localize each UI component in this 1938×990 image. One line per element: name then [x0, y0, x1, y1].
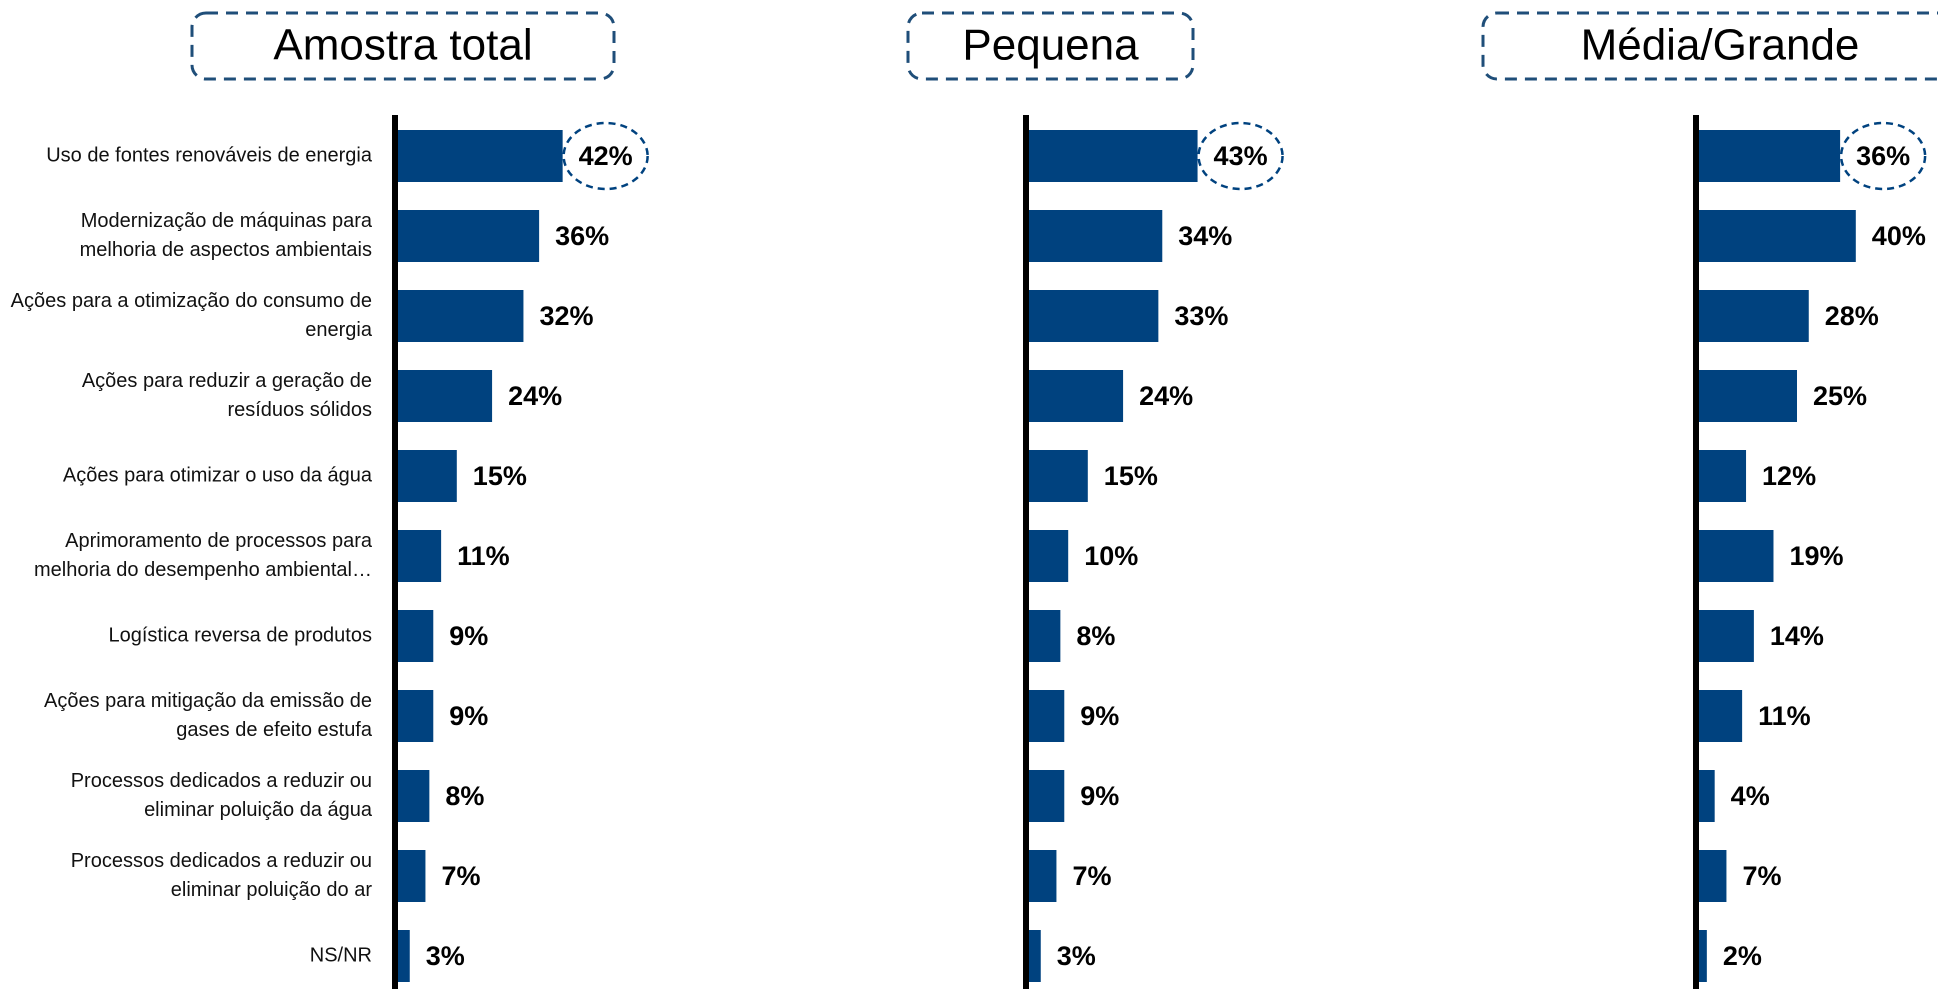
bar: [398, 850, 426, 902]
bar: [1029, 290, 1159, 342]
bar: [398, 290, 524, 342]
bar: [398, 370, 493, 422]
value-label: 25%: [1813, 381, 1867, 411]
value-label: 11%: [1758, 701, 1811, 731]
category-label: Modernização de máquinas para melhoria d…: [79, 210, 372, 261]
bar: [1029, 690, 1065, 742]
bar: [1029, 370, 1124, 422]
value-label: 7%: [1072, 861, 1111, 891]
value-label: 15%: [1104, 461, 1158, 491]
value-label: 24%: [508, 381, 562, 411]
bar: [398, 610, 434, 662]
category-label: Processos dedicados a reduzir ou elimina…: [70, 850, 372, 901]
bar: [398, 130, 563, 182]
value-label: 40%: [1872, 221, 1926, 251]
bar: [398, 450, 457, 502]
value-label: 10%: [1084, 541, 1138, 571]
value-label: 32%: [539, 301, 593, 331]
value-label: 24%: [1139, 381, 1193, 411]
title-box: [906, 11, 1195, 81]
bar: [398, 530, 442, 582]
category-label: Ações para a otimização do consumo de en…: [10, 290, 372, 341]
value-label: 7%: [1742, 861, 1781, 891]
bar: [1029, 610, 1061, 662]
panel-title: Amostra total: [273, 21, 532, 70]
category-label: Ações para mitigação da emissão de gases…: [44, 690, 372, 741]
value-label: 11%: [457, 541, 510, 571]
panel-title: Pequena: [962, 21, 1139, 70]
bar: [398, 210, 540, 262]
bar: [1699, 130, 1841, 182]
bar: [1029, 210, 1163, 262]
value-label: 8%: [1076, 621, 1115, 651]
bar: [1699, 450, 1747, 502]
value-label: 7%: [441, 861, 480, 891]
category-label: Uso de fontes renováveis de energia: [46, 144, 372, 167]
highlight-ring: [1839, 121, 1927, 191]
value-label: 43%: [1214, 141, 1268, 171]
value-label: 12%: [1762, 461, 1816, 491]
highlight-ring: [562, 121, 649, 191]
bar: [1699, 290, 1809, 342]
value-label: 28%: [1825, 301, 1879, 331]
bar: [1029, 770, 1065, 822]
bar: [1029, 130, 1198, 182]
bar: [1699, 210, 1856, 262]
value-label: 33%: [1174, 301, 1228, 331]
value-label: 8%: [445, 781, 484, 811]
value-label: 14%: [1770, 621, 1824, 651]
bar: [1699, 370, 1797, 422]
bar: [398, 770, 430, 822]
value-label: 42%: [579, 141, 633, 171]
value-label: 2%: [1723, 941, 1762, 971]
bar: [1699, 930, 1707, 982]
title-box: [190, 11, 616, 81]
bar: [1699, 610, 1754, 662]
value-label: 9%: [1080, 701, 1119, 731]
bar: [1029, 450, 1088, 502]
value-label: 19%: [1789, 541, 1843, 571]
bar: [1029, 930, 1041, 982]
value-label: 15%: [473, 461, 527, 491]
category-label: NS/NR: [309, 944, 372, 967]
value-label: 9%: [449, 621, 488, 651]
category-label: Aprimoramento de processos para melhoria…: [34, 530, 372, 581]
value-label: 36%: [555, 221, 609, 251]
title-box: [1481, 11, 1938, 81]
value-label: 3%: [426, 941, 465, 971]
category-label: Processos dedicados a reduzir ou elimina…: [70, 770, 372, 821]
bar: [398, 930, 410, 982]
bar: [1699, 850, 1727, 902]
category-label: Ações para reduzir a geração de resíduos…: [81, 370, 372, 421]
bar: [1699, 690, 1743, 742]
value-label: 34%: [1178, 221, 1232, 251]
highlight-ring: [1197, 121, 1284, 191]
bar: [1029, 530, 1069, 582]
value-label: 9%: [1080, 781, 1119, 811]
value-label: 9%: [449, 701, 488, 731]
value-label: 36%: [1856, 141, 1910, 171]
bar: [1029, 850, 1057, 902]
bar: [398, 690, 434, 742]
bar: [1699, 770, 1715, 822]
category-label: Ações para otimizar o uso da água: [62, 464, 372, 487]
category-label: Logística reversa de produtos: [108, 624, 373, 647]
bar: [1699, 530, 1774, 582]
value-label: 3%: [1057, 941, 1096, 971]
panel-title: Média/Grande: [1581, 21, 1860, 70]
value-label: 4%: [1731, 781, 1770, 811]
